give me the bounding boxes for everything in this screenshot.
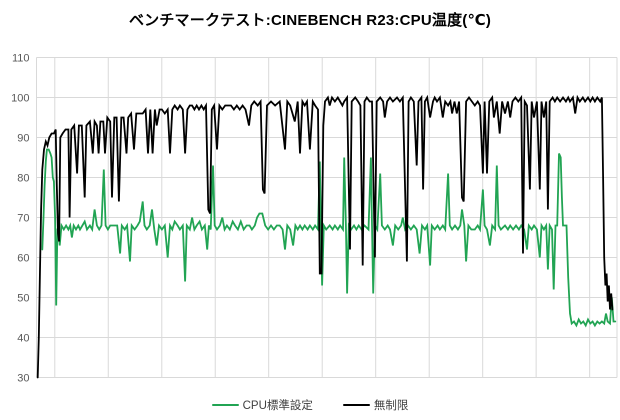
chart-legend: CPU標準設定 無制限 bbox=[0, 397, 620, 413]
legend-item-cpu-standard: CPU標準設定 bbox=[211, 397, 313, 413]
series-lines-group bbox=[36, 94, 617, 379]
y-axis-tick-label: 40 bbox=[17, 333, 29, 345]
y-axis-tick-label: 60 bbox=[17, 253, 29, 265]
chart-title: ベンチマークテスト:CINEBENCH R23:CPU温度(℃) bbox=[128, 12, 492, 29]
legend-swatch bbox=[211, 403, 239, 407]
legend-label: CPU標準設定 bbox=[242, 400, 313, 412]
y-axis-tick-labels-group: 110 100 90 80 70 60 50 40 30 bbox=[11, 53, 29, 385]
y-axis-tick-label: 70 bbox=[17, 213, 29, 225]
series-line-unlimited bbox=[36, 94, 614, 379]
gridlines-group bbox=[36, 57, 618, 378]
y-axis-tick-label: 50 bbox=[17, 293, 29, 305]
y-axis-tick-label: 90 bbox=[17, 133, 29, 145]
series-line-cpu-standard bbox=[41, 148, 617, 328]
y-axis-tick-label: 80 bbox=[17, 173, 29, 185]
legend-swatch bbox=[342, 403, 370, 407]
legend-label: 無制限 bbox=[373, 400, 409, 412]
legend-item-unlimited: 無制限 bbox=[342, 397, 409, 413]
y-axis-tick-label: 30 bbox=[17, 373, 29, 385]
y-axis-tick-label: 110 bbox=[12, 53, 30, 65]
y-axis-tick-label: 100 bbox=[11, 93, 29, 105]
